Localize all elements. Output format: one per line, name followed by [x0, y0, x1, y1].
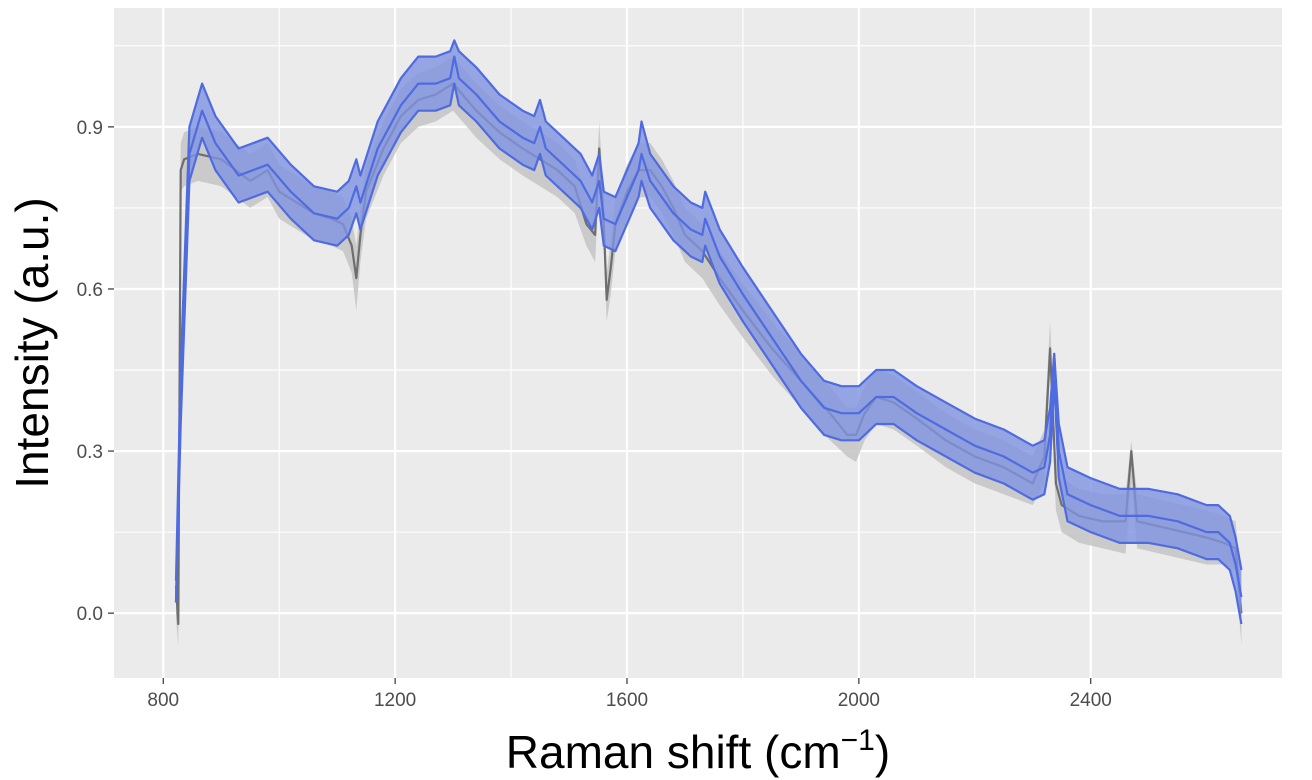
- x-axis-ticks: 800 1200 1600 2000 2400: [147, 678, 1112, 711]
- x-tick-label: 2400: [1070, 690, 1112, 711]
- y-tick-label: 0.0: [77, 604, 103, 625]
- x-tick-label: 1200: [374, 690, 416, 711]
- y-tick-label: 0.9: [77, 118, 103, 139]
- x-tick-label: 800: [147, 690, 179, 711]
- y-axis-ticks: 0.0 0.3 0.6 0.9: [77, 118, 114, 625]
- fitted-line: [174, 55, 1243, 603]
- x-tick-label: 2000: [838, 690, 880, 711]
- panel-background: [114, 8, 1282, 678]
- y-axis-title: Intensity (a.u.): [6, 197, 58, 488]
- fitted-spectrum-series: [174, 39, 1243, 625]
- y-tick-label: 0.3: [77, 442, 103, 463]
- y-tick-label: 0.6: [77, 280, 103, 301]
- fitted-lower-line: [174, 82, 1243, 625]
- x-axis-title: Raman shift (cm−1): [506, 724, 890, 778]
- x-tick-label: 1600: [606, 690, 648, 711]
- major-gridlines: [114, 8, 1282, 678]
